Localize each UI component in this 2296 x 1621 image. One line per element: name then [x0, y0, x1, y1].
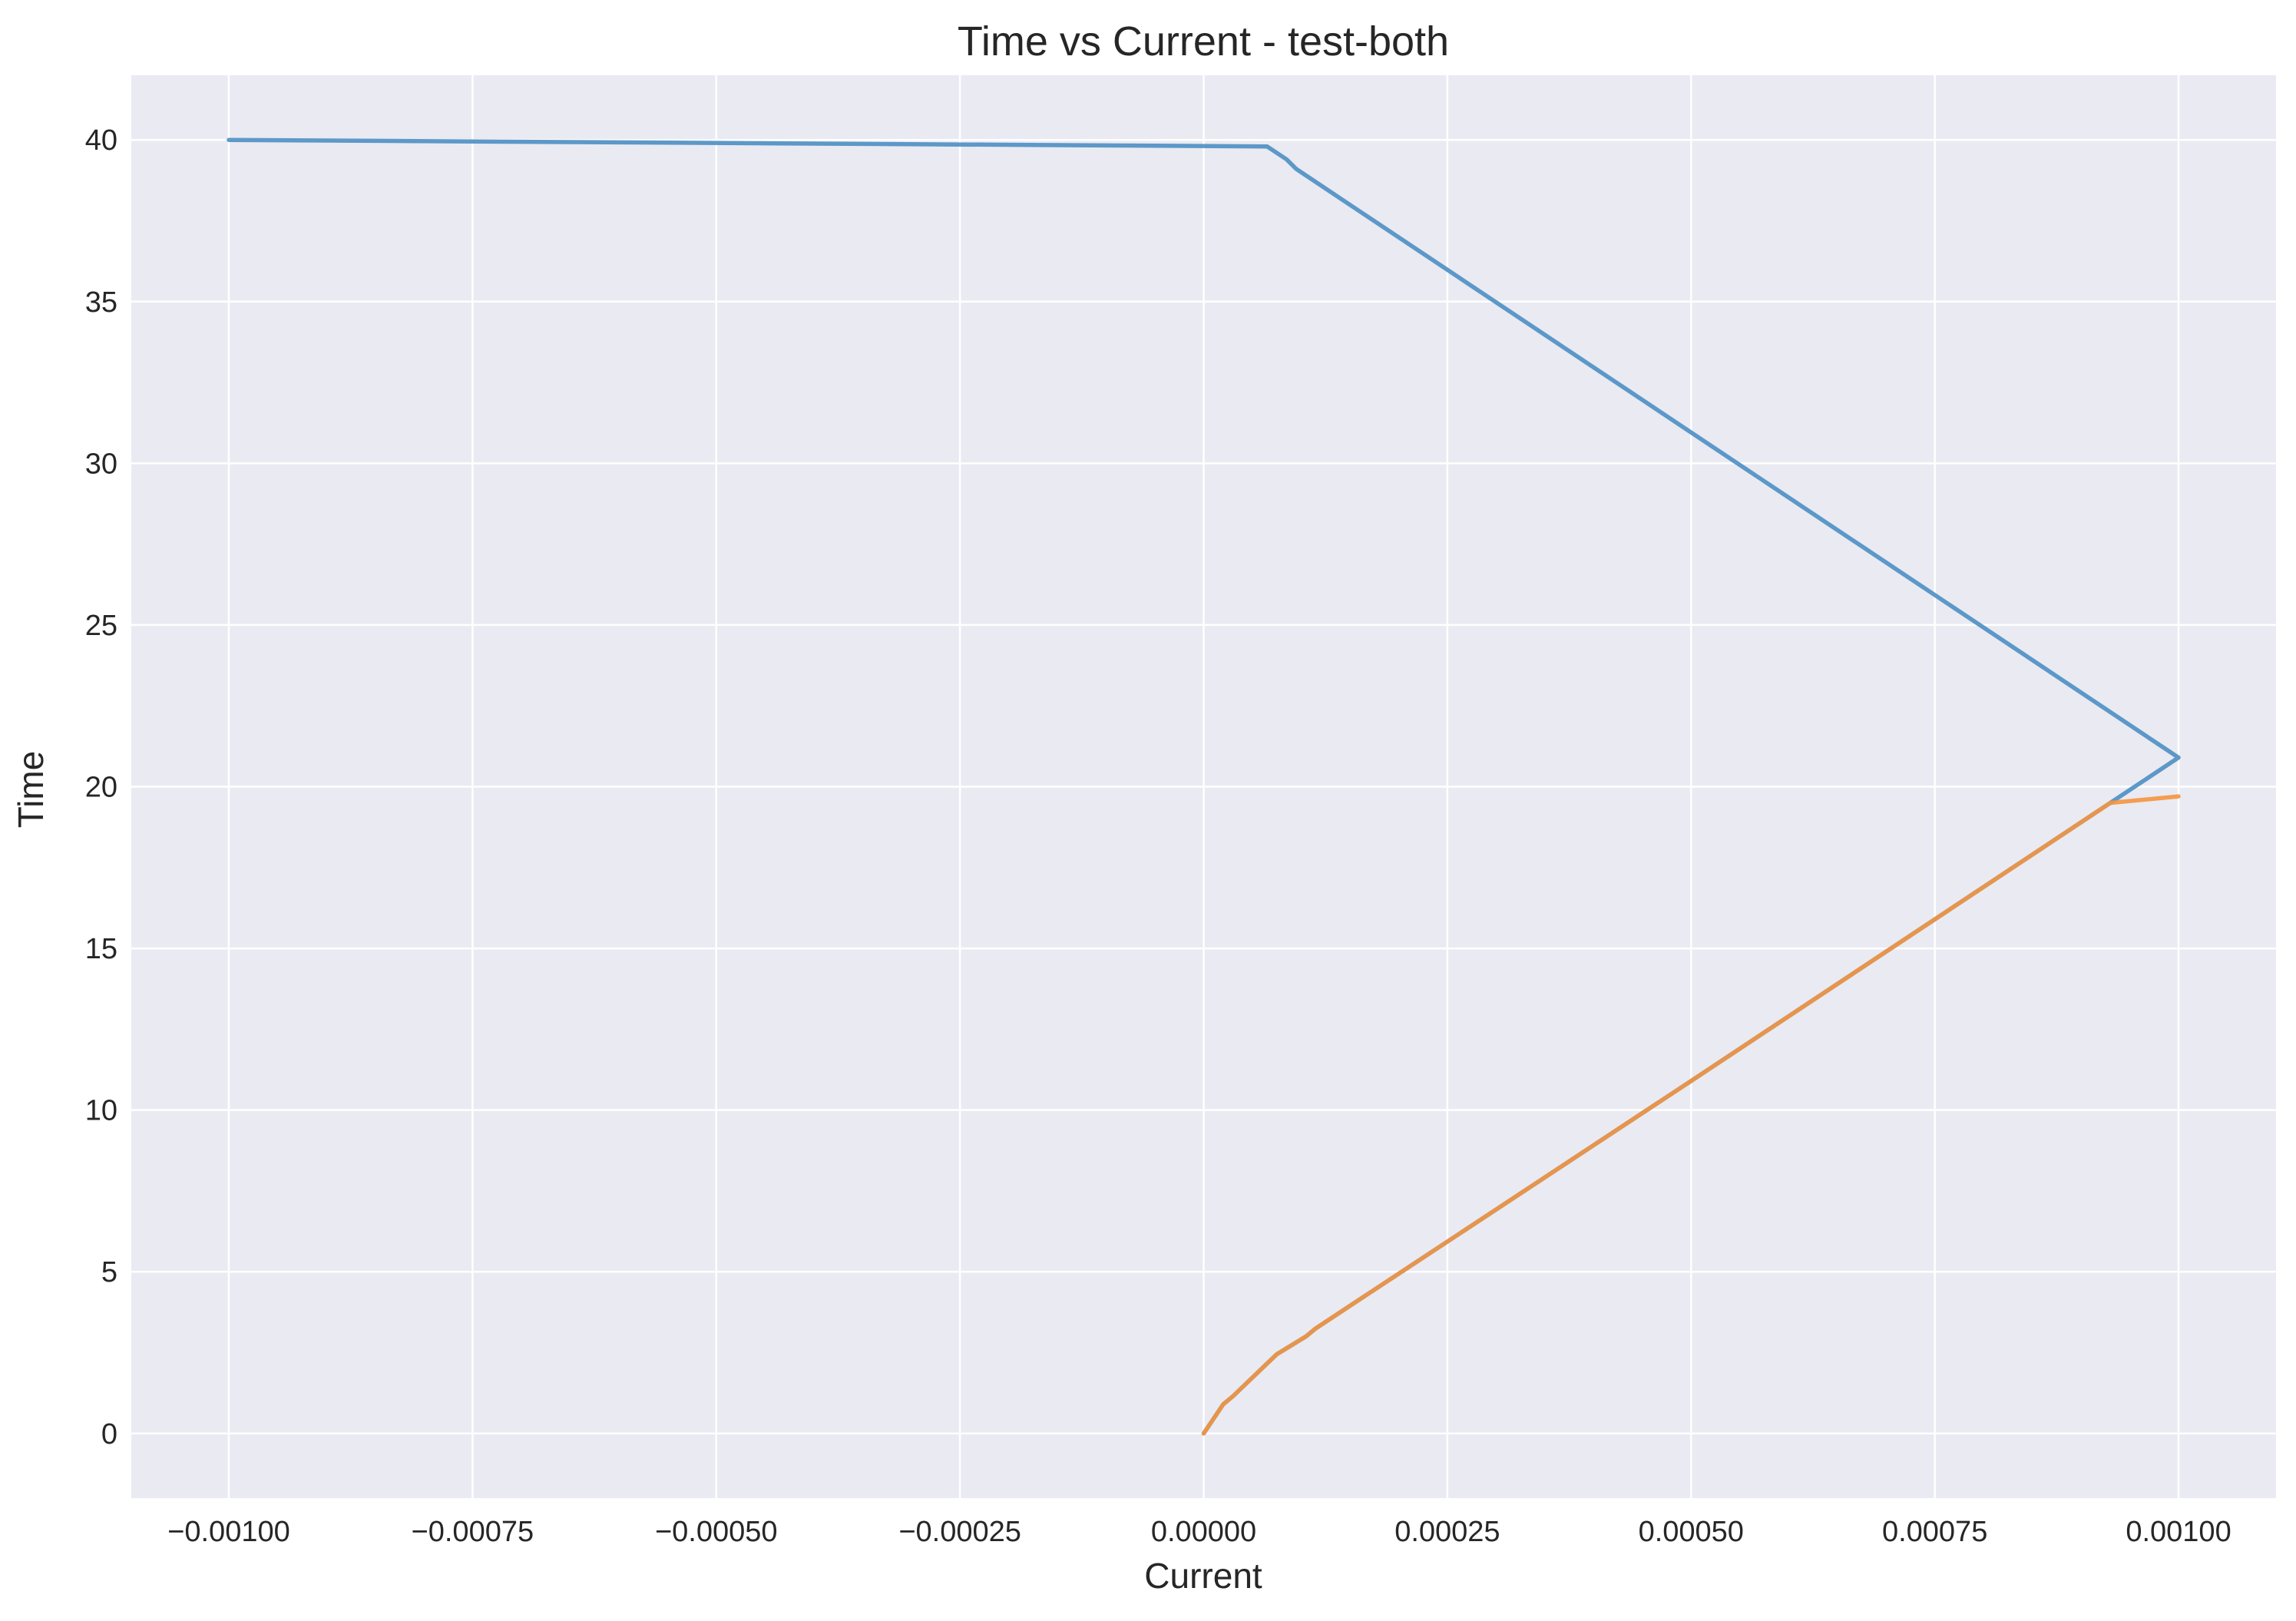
y-tick-label: 10 — [85, 1095, 117, 1127]
x-tick-label: 0.00075 — [1882, 1516, 1987, 1548]
y-tick-label: 30 — [85, 448, 117, 480]
y-tick-label: 20 — [85, 772, 117, 804]
y-tick-label: 5 — [101, 1256, 117, 1289]
x-tick-label: −0.00075 — [412, 1516, 534, 1548]
y-tick-label: 40 — [85, 124, 117, 157]
x-tick-label: 0.00025 — [1394, 1516, 1500, 1548]
x-tick-label: 0.00100 — [2126, 1516, 2231, 1548]
x-tick-label: 0.00000 — [1151, 1516, 1256, 1548]
x-tick-labels: −0.00100 −0.00075 −0.00050 −0.00025 0.00000 0… — [167, 1516, 2231, 1548]
y-tick-labels: 0 5 10 15 20 25 30 35 40 — [85, 124, 117, 1451]
y-tick-label: 0 — [101, 1418, 117, 1451]
y-tick-label: 15 — [85, 933, 117, 965]
x-tick-label: −0.00100 — [167, 1516, 290, 1548]
x-tick-label: 0.00050 — [1639, 1516, 1744, 1548]
y-axis-label: Time — [11, 751, 51, 829]
y-tick-label: 25 — [85, 610, 117, 642]
x-tick-label: −0.00050 — [655, 1516, 778, 1548]
y-tick-label: 35 — [85, 286, 117, 319]
x-axis-label: Current — [1144, 1556, 1262, 1596]
x-tick-label: −0.00025 — [898, 1516, 1021, 1548]
chart-title: Time vs Current - test-both — [958, 18, 1449, 65]
